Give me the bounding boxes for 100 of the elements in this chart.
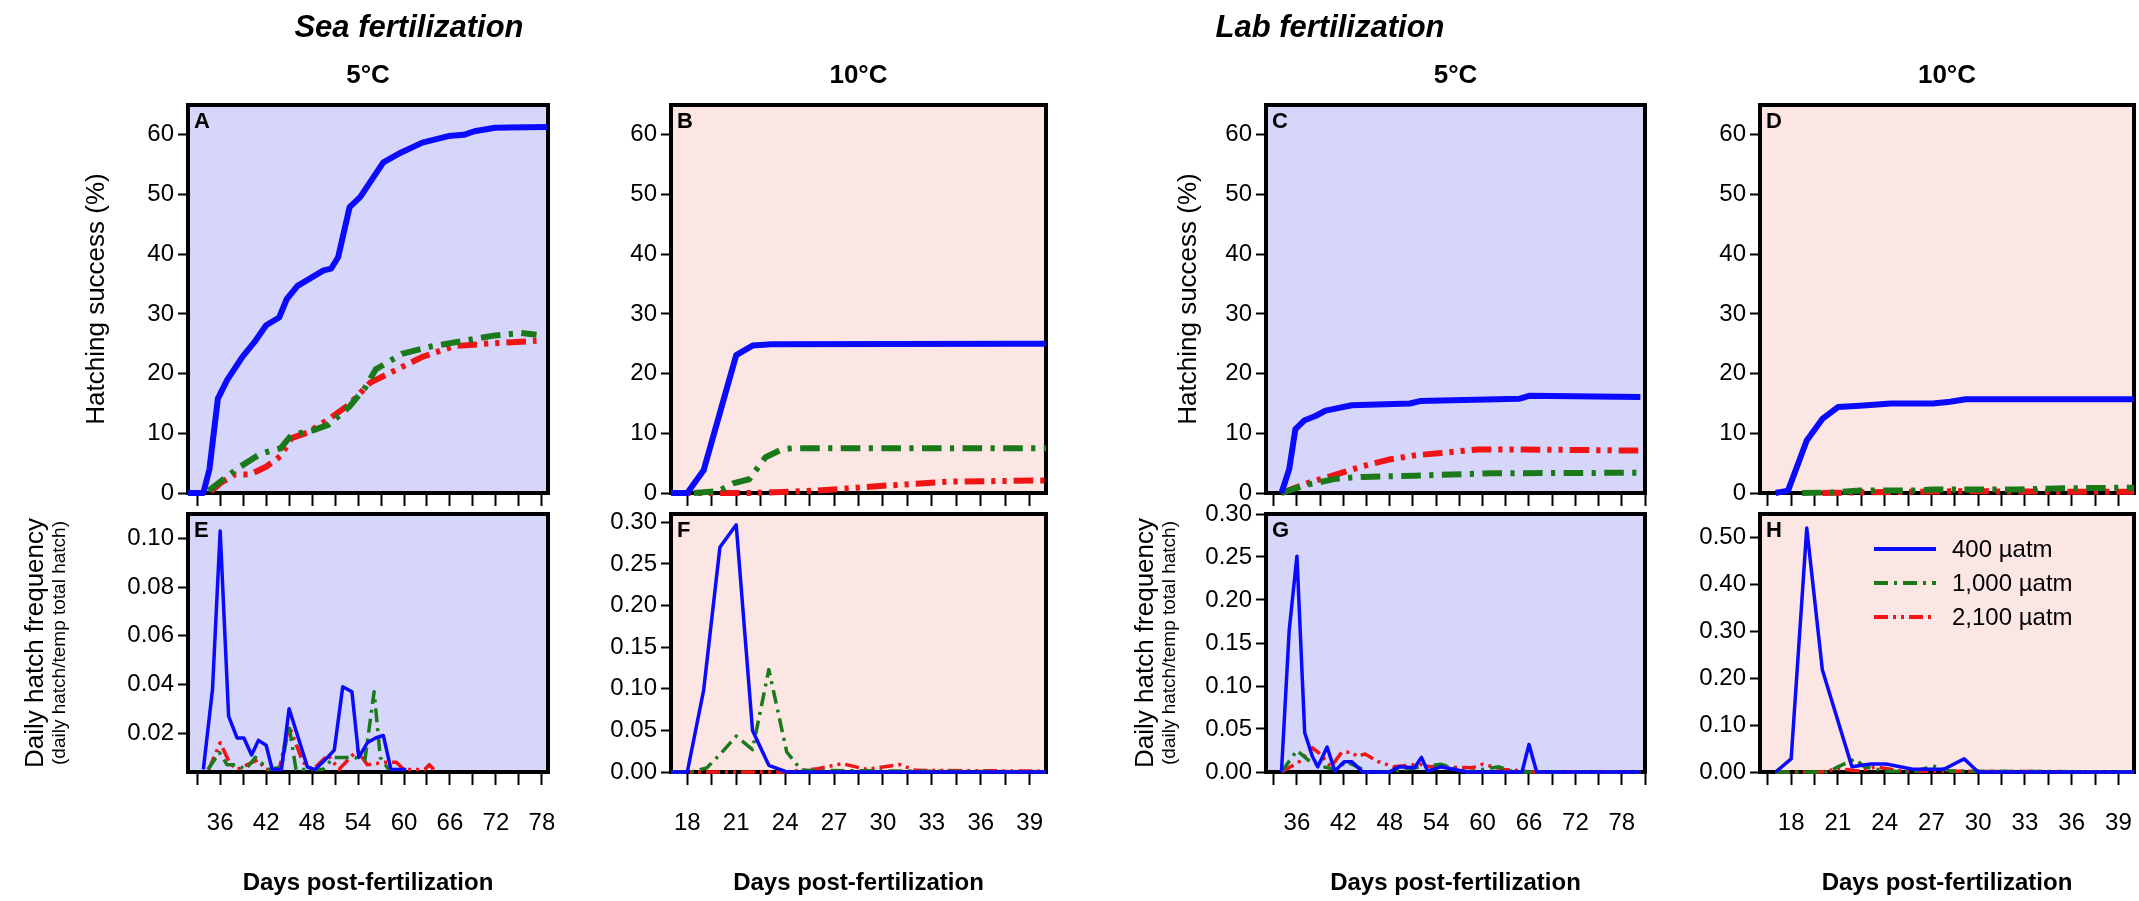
x-tick-label: 60 (1469, 808, 1496, 836)
x-tick-label: 18 (1777, 808, 1805, 836)
y-tick-label: 30 (1719, 298, 1746, 326)
x-tick-label: 24 (1871, 808, 1899, 836)
annotation: H (1766, 517, 1782, 543)
y-tick-label: 0 (160, 477, 174, 505)
y-tick-label: 20 (1719, 358, 1746, 386)
chart-subtitle: 10°C (829, 59, 888, 89)
y-tick-label: 10 (1225, 417, 1252, 445)
x-tick-label: 60 (390, 808, 418, 836)
y-tick-label: 0.00 (610, 756, 657, 784)
x-tick-label: 42 (1330, 808, 1357, 836)
x-tick-label: 33 (918, 808, 946, 836)
y-tick-label: 0.15 (610, 631, 657, 659)
y-tick-label: 10 (630, 417, 657, 445)
y-tick-label: 50 (1719, 179, 1746, 207)
y-tick-label: 20 (1225, 358, 1252, 386)
y-tick-label: 0.20 (1699, 662, 1746, 690)
x-axis-title: Days post-fertilization (1330, 868, 1581, 896)
y-tick-label: 0.40 (1699, 568, 1746, 596)
y-tick-label: 10 (147, 417, 174, 445)
y-tick-label: 0.04 (127, 669, 174, 696)
y-axis-title: Daily hatch frequency (daily hatch/temp total hatch) (1129, 517, 1180, 769)
y-tick-label: 50 (630, 179, 657, 207)
y-tick-label: 0.25 (1205, 541, 1252, 569)
y-tick-label: 0.30 (610, 506, 657, 534)
y-tick-label: 40 (147, 238, 174, 266)
x-tick-label: 27 (820, 808, 848, 836)
y-tick-label: 0.00 (1205, 756, 1252, 784)
legend-label: 1,000 µatm (1952, 569, 2073, 597)
y-tick-label: 0.30 (1699, 615, 1746, 643)
x-tick-label: 36 (2058, 808, 2086, 836)
y-tick-label: 0.00 (1699, 756, 1746, 784)
y-tick-label: 60 (630, 119, 657, 147)
annotation: E (194, 517, 209, 543)
y-tick-label: 0 (643, 477, 657, 505)
x-tick-label: 27 (1918, 808, 1945, 836)
y-tick-label: 0.10 (610, 673, 657, 701)
y-tick-label: 0.10 (1205, 670, 1252, 698)
annotation: G (1272, 517, 1290, 543)
y-tick-label: 40 (630, 238, 657, 266)
chart-subtitle: 5°C (346, 59, 390, 89)
x-axis-title: Days post-fertilization (733, 868, 984, 896)
x-tick-label: 36 (1283, 808, 1311, 836)
x-tick-label: 36 (967, 808, 995, 836)
y-tick-label: 20 (147, 358, 174, 386)
y-axis-title: Daily hatch frequency (daily hatch/temp total hatch) (19, 517, 70, 769)
chart-subtitle: 10°C (1917, 59, 1977, 89)
x-tick-label: 42 (252, 808, 280, 836)
x-tick-label: 30 (1964, 808, 1992, 836)
y-tick-label: 60 (1719, 119, 1746, 147)
annotation: D (1766, 108, 1782, 134)
x-tick-label: 21 (722, 808, 750, 836)
annotation: C (1272, 108, 1288, 134)
y-tick-label: 0.05 (1205, 713, 1252, 741)
x-tick-label: 66 (436, 808, 464, 836)
x-tick-label: 54 (1422, 808, 1450, 836)
x-tick-label: 54 (344, 808, 372, 836)
x-tick-label: 72 (1562, 808, 1589, 836)
y-tick-label: 0.20 (1205, 584, 1252, 612)
y-tick-label: 0.02 (127, 717, 174, 745)
y-tick-label: 0.50 (1699, 522, 1746, 550)
y-tick-label: 0.10 (1699, 709, 1746, 737)
y-tick-label: 40 (1719, 238, 1746, 266)
x-tick-label: 18 (673, 808, 701, 836)
legend-label: 2,100 µatm (1952, 603, 2073, 631)
x-tick-label: 66 (1515, 808, 1543, 836)
x-tick-label: 78 (1608, 808, 1636, 836)
x-tick-label: 30 (869, 808, 897, 836)
x-tick-label: 39 (1016, 808, 1044, 836)
x-tick-label: 78 (528, 808, 556, 836)
x-axis-title: Days post-fertilization (242, 868, 494, 896)
y-tick-label: 50 (147, 179, 174, 207)
x-tick-label: 21 (1824, 808, 1852, 836)
y-axis-title: Hatching success (%) (1171, 173, 1202, 425)
y-tick-label: 0.06 (127, 620, 174, 648)
annotation: B (677, 108, 693, 134)
y-tick-label: 30 (1225, 298, 1252, 326)
x-tick-label: 24 (771, 808, 799, 836)
x-tick-label: 36 (206, 808, 234, 836)
y-tick-label: 50 (1225, 179, 1252, 207)
y-tick-label: 0.25 (610, 548, 657, 576)
chart-title: Sea fertilization (294, 9, 524, 45)
x-tick-label: 48 (298, 808, 326, 836)
y-axis-title: Hatching success (%) (79, 173, 110, 425)
chart-title: Lab fertilization (1215, 9, 1445, 45)
legend-label: 400 µatm (1952, 535, 2053, 563)
y-tick-label: 0.20 (610, 590, 657, 618)
y-tick-label: 20 (630, 358, 657, 386)
chart-subtitle: 5°C (1433, 59, 1478, 89)
x-tick-label: 72 (482, 808, 510, 836)
y-tick-label: 0.15 (1205, 627, 1252, 655)
x-axis-title: Days post-fertilization (1821, 868, 2073, 896)
y-tick-label: 30 (630, 298, 657, 326)
x-tick-label: 48 (1376, 808, 1404, 836)
y-tick-label: 10 (1719, 417, 1746, 445)
y-tick-label: 0 (1238, 477, 1252, 505)
y-tick-label: 0.08 (127, 571, 174, 599)
x-tick-label: 33 (2011, 808, 2039, 836)
y-tick-label: 0 (1732, 477, 1746, 505)
